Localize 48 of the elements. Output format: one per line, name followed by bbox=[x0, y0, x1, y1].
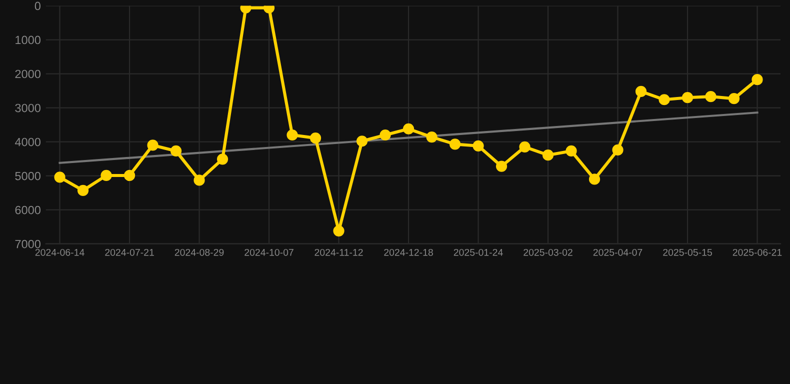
y-tick-label: 3000 bbox=[15, 104, 40, 112]
y-tick-label: 7000 bbox=[15, 240, 40, 248]
point bbox=[356, 136, 368, 147]
point bbox=[100, 170, 112, 182]
y-tick-label: 4000 bbox=[14, 138, 40, 146]
point bbox=[542, 150, 554, 161]
point bbox=[216, 154, 228, 165]
x-tick-label: 2025-05-15 bbox=[663, 248, 712, 256]
point bbox=[310, 132, 322, 144]
y-tick-label: 5000 bbox=[15, 172, 40, 180]
x-tick-label: 2024-10-07 bbox=[244, 248, 294, 256]
point bbox=[682, 92, 694, 104]
point bbox=[333, 225, 344, 236]
point bbox=[635, 86, 647, 98]
x-tick-label: 2025-06-21 bbox=[732, 248, 782, 256]
x-tick-label: 2024-08-29 bbox=[174, 248, 224, 256]
point bbox=[472, 140, 484, 152]
y-tick-label: 2000 bbox=[15, 70, 40, 78]
point bbox=[402, 123, 414, 134]
point bbox=[124, 170, 136, 182]
point bbox=[54, 172, 66, 183]
x-tick-label: 2025-03-02 bbox=[524, 248, 572, 256]
point bbox=[286, 129, 298, 141]
point bbox=[449, 138, 461, 150]
point bbox=[77, 184, 89, 196]
point bbox=[705, 91, 716, 102]
point bbox=[380, 129, 391, 141]
point bbox=[588, 174, 600, 185]
point bbox=[519, 141, 530, 152]
point bbox=[752, 74, 763, 86]
point bbox=[658, 94, 670, 106]
y-tick-label: 0 bbox=[34, 2, 40, 10]
point bbox=[194, 174, 205, 186]
y-tick-label: 1000 bbox=[16, 36, 40, 44]
point bbox=[728, 93, 740, 104]
point bbox=[147, 140, 158, 151]
x-tick-label: 2025-04-07 bbox=[593, 248, 642, 256]
x-tick-label: 2024-06-14 bbox=[35, 248, 84, 256]
point bbox=[612, 144, 624, 156]
x-tick-label: 2024-11-12 bbox=[314, 248, 363, 256]
point bbox=[496, 160, 508, 172]
point bbox=[426, 131, 438, 143]
x-tick-label: 2024-12-18 bbox=[384, 248, 433, 256]
x-tick-label: 2024-07-21 bbox=[105, 248, 154, 256]
y-tick-label: 6000 bbox=[15, 206, 40, 214]
point bbox=[170, 145, 182, 157]
point bbox=[566, 145, 577, 157]
x-tick-label: 2025-01-24 bbox=[454, 248, 503, 256]
